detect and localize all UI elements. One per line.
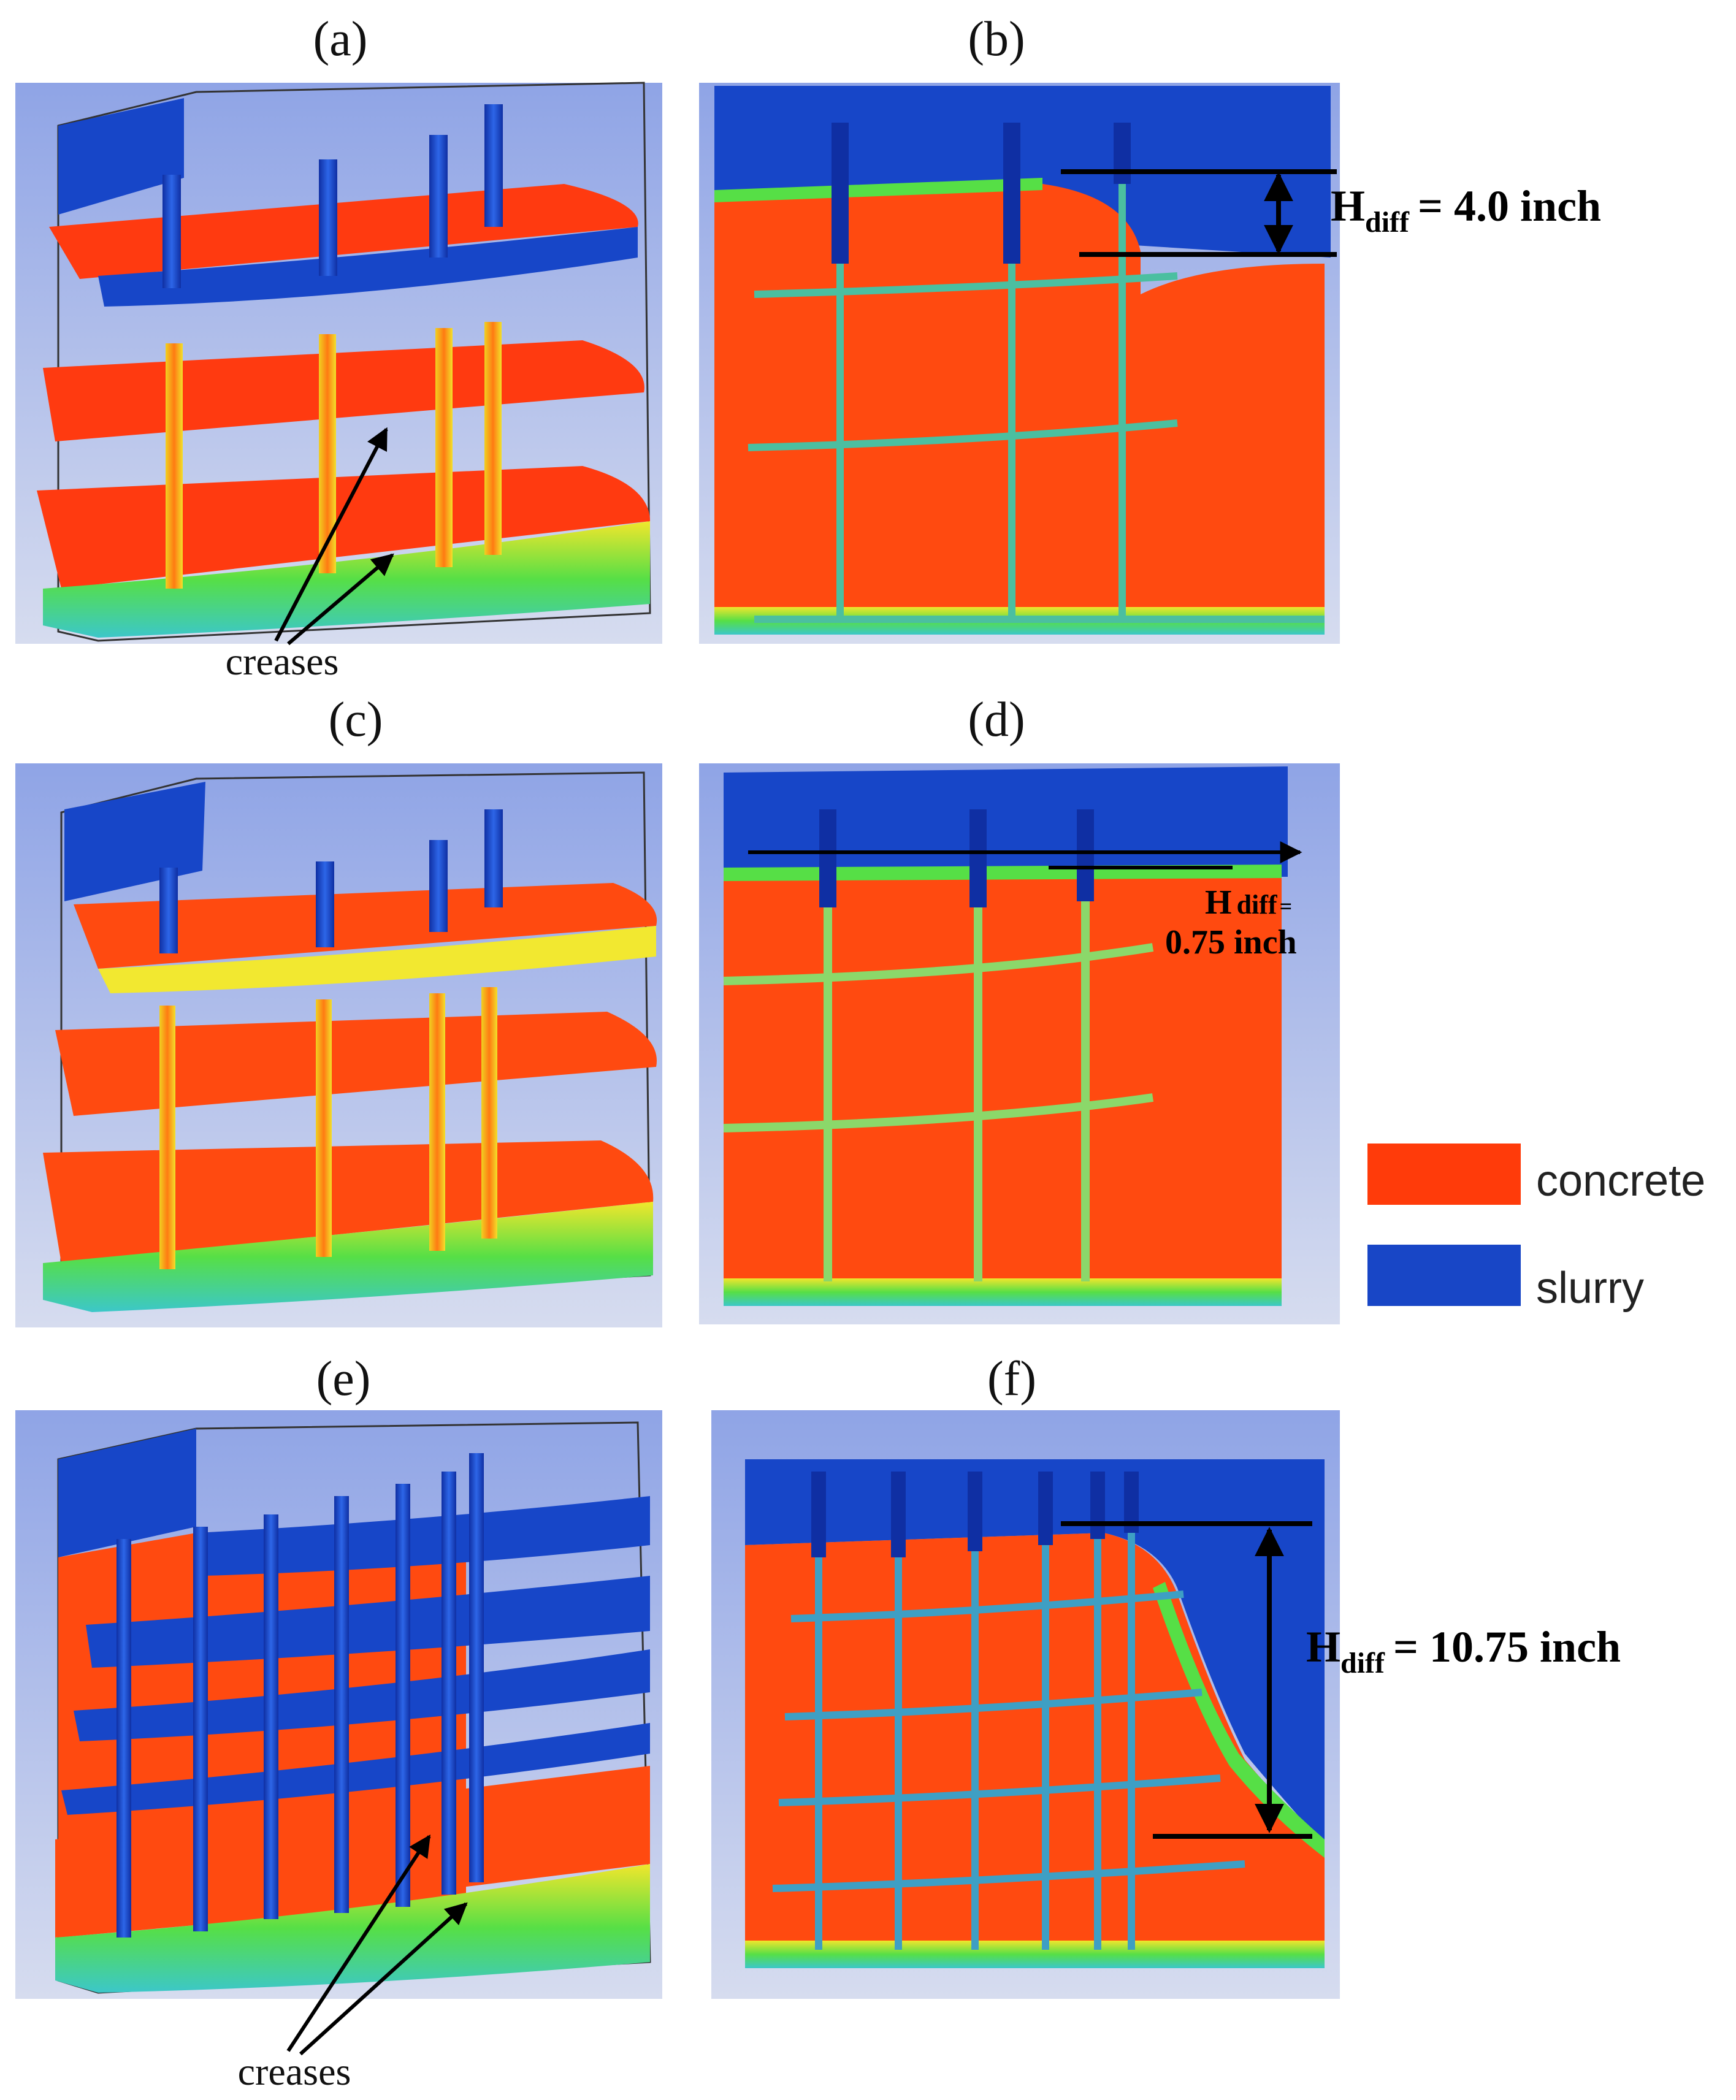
panel-a: (a) creases xyxy=(15,12,662,683)
panel-b: (b) Hdiff = 4.0 inch xyxy=(699,12,1601,644)
panel-e: (e) creases xyxy=(15,1352,662,2093)
panel-c-shelf-3 xyxy=(43,1140,654,1263)
panel-d-label: (d) xyxy=(968,693,1025,747)
panel-e-slurry-band-3 xyxy=(74,1649,650,1741)
panel-a-label: (a) xyxy=(313,12,368,66)
panel-e-label: (e) xyxy=(316,1352,371,1406)
panel-a-frame xyxy=(57,82,651,642)
panel-a-top-slurry xyxy=(58,98,184,215)
panel-c-shelf-1 xyxy=(74,883,657,969)
panel-e-slurry-band-4 xyxy=(61,1723,650,1815)
panel-c-shelf-1-band xyxy=(98,926,656,993)
panel-d-rebar-grid xyxy=(723,858,1154,1281)
panel-b-hdiff-marker xyxy=(1061,169,1337,257)
panel-f-bottom-band xyxy=(745,1941,1325,1968)
legend-label-concrete: concrete xyxy=(1536,1156,1705,1205)
panel-d-hdiff-value: 0.75 inch xyxy=(1165,923,1297,961)
panel-f-slurry-region xyxy=(745,1459,1325,1846)
panel-f-hdiff-marker xyxy=(1061,1521,1312,1839)
panel-a-rods xyxy=(163,104,503,589)
panel-b-hdiff-label: Hdiff = 4.0 inch xyxy=(1331,181,1601,239)
panel-f: (f) xyxy=(711,1352,1621,1999)
panel-e-creases-label: creases xyxy=(238,2050,351,2093)
panel-d-bottom-band xyxy=(724,1278,1282,1306)
panel-c-bottom-band xyxy=(43,1202,653,1312)
panel-c: (c) xyxy=(15,693,662,1327)
panel-e-slurry-band-2 xyxy=(86,1576,650,1668)
panel-a-creases-label: creases xyxy=(226,640,339,683)
panel-c-shelf-2 xyxy=(55,1012,657,1116)
panel-f-label: (f) xyxy=(987,1352,1036,1406)
panel-e-slurry-band-1 xyxy=(196,1496,650,1576)
panel-f-top-rods xyxy=(811,1472,1139,1557)
legend: concrete slurry xyxy=(1367,1144,1705,1313)
panel-b-slurry-region xyxy=(714,86,1331,258)
panel-d-hdiff-marker xyxy=(748,841,1302,869)
panel-d-slurry-region xyxy=(724,766,1288,877)
panel-f-mix-front xyxy=(1153,1582,1325,1858)
panel-e-top-slurry xyxy=(58,1429,196,1557)
legend-label-slurry: slurry xyxy=(1536,1264,1644,1313)
panel-c-label: (c) xyxy=(329,693,383,747)
panel-e-creases-arrows xyxy=(286,1834,468,2056)
panel-c-rods xyxy=(159,809,503,1269)
panel-b-label: (b) xyxy=(968,12,1025,66)
panel-f-hdiff-label: Hdiff = 10.75 inch xyxy=(1306,1622,1621,1679)
panel-a-creases-arrows xyxy=(274,427,394,646)
panel-b-mix-band xyxy=(714,178,1042,202)
legend-swatch-concrete xyxy=(1367,1144,1521,1205)
legend-swatch-slurry xyxy=(1367,1245,1521,1306)
panel-e-bottom-band xyxy=(55,1864,650,1993)
panel-e-rods xyxy=(117,1453,484,1938)
panel-d-top-rods xyxy=(819,809,1094,907)
panel-a-shelf-1-slurry xyxy=(98,227,638,307)
panel-f-rebar-grid xyxy=(772,1484,1245,1950)
